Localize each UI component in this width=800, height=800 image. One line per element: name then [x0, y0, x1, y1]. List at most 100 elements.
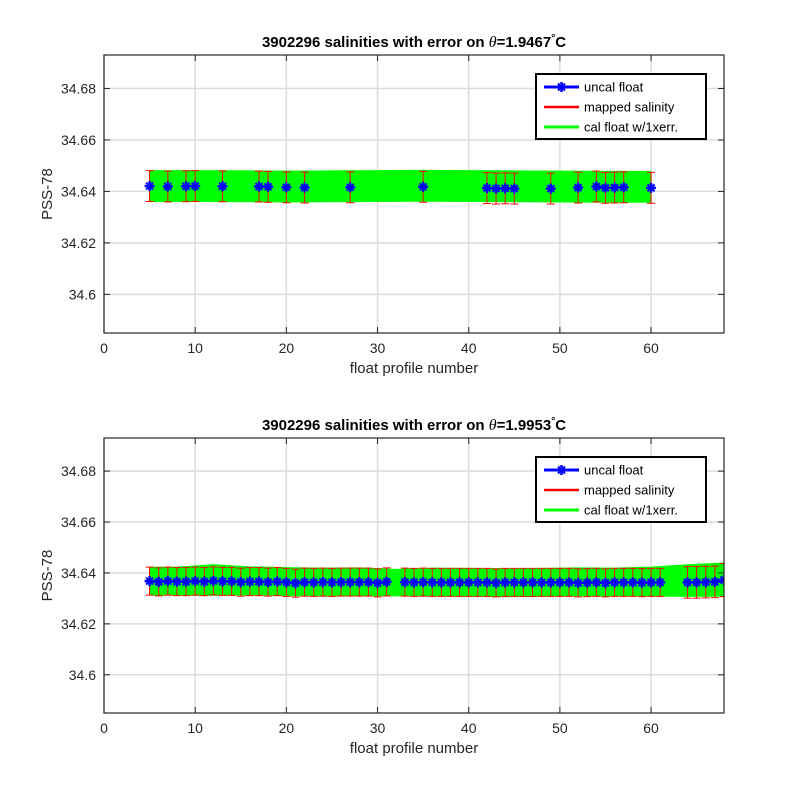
uncal-float-point: [636, 577, 647, 588]
uncal-float-point: [709, 576, 720, 587]
axes-box: [103, 437, 725, 714]
y-tick-label: 34.68: [61, 463, 96, 479]
legend-label: cal float w/1xerr.: [584, 120, 678, 135]
uncal-float-point: [235, 577, 246, 588]
uncal-float-point: [719, 575, 724, 586]
uncal-float-point: [354, 577, 365, 588]
uncal-float-point: [263, 181, 274, 192]
y-tick-label: 34.6: [69, 667, 96, 683]
uncal-float-point: [591, 577, 602, 588]
uncal-float-point: [463, 577, 474, 588]
legend-item: uncal float: [544, 463, 644, 478]
uncal-float-point: [208, 575, 219, 586]
uncal-float-point: [190, 576, 201, 587]
uncal-float-point: [144, 576, 155, 587]
legend: uncal float mapped salinity cal float w/1x…: [535, 456, 707, 523]
legend-item: mapped salinity: [544, 483, 675, 498]
uncal-float-point: [308, 577, 319, 588]
uncal-float-point: [345, 182, 356, 193]
uncal-float-point: [427, 577, 438, 588]
uncal-float-point: [509, 577, 520, 588]
x-tick-label: 30: [370, 720, 386, 736]
error-bar: [720, 563, 724, 598]
legend-label: mapped salinity: [584, 483, 675, 498]
y-tick-label: 34.6: [69, 286, 96, 302]
uncal-float-point: [372, 577, 383, 588]
x-axis-label: float profile number: [350, 740, 478, 757]
uncal-float-point: [162, 181, 173, 192]
chart-title: 3902296 salinities with error on θ=1.995…: [262, 416, 566, 434]
uncal-float-point: [545, 577, 556, 588]
uncal-float-point: [162, 576, 173, 587]
y-tick-label: 34.62: [61, 616, 96, 632]
uncal-float-point: [445, 577, 456, 588]
uncal-float-point: [244, 576, 255, 587]
uncal-float-point: [545, 183, 556, 194]
x-tick-label: 0: [100, 340, 108, 356]
y-tick-label: 34.68: [61, 80, 96, 96]
uncal-float-point: [217, 181, 228, 192]
uncal-float-point: [582, 577, 593, 588]
uncal-float-point: [381, 576, 392, 587]
uncal-float-point: [263, 577, 274, 588]
uncal-float-point: [399, 577, 410, 588]
uncal-float-point: [573, 182, 584, 193]
legend-item: cal float w/1xerr.: [544, 503, 678, 518]
x-tick-label: 40: [461, 720, 477, 736]
uncal-float-point: [317, 577, 328, 588]
legend-item: mapped salinity: [544, 100, 675, 115]
x-tick-label: 40: [461, 340, 477, 356]
uncal-float-point: [691, 577, 702, 588]
uncal-float-point: [181, 181, 192, 192]
x-tick-label: 0: [100, 720, 108, 736]
uncal-float-point: [226, 576, 237, 587]
uncal-float-point: [290, 578, 301, 589]
legend-label: cal float w/1xerr.: [584, 503, 678, 518]
uncal-float-point: [481, 577, 492, 588]
uncal-float-point: [509, 183, 520, 194]
uncal-float-point: [199, 576, 210, 587]
uncal-float-point: [144, 181, 155, 192]
uncal-float-point: [299, 182, 310, 193]
uncal-float-point: [254, 576, 264, 587]
uncal-float-point: [554, 577, 565, 588]
uncal-float-point: [500, 183, 511, 194]
uncal-float-point: [491, 577, 502, 588]
uncal-float-point: [181, 576, 192, 587]
legend-label: uncal float: [584, 463, 644, 478]
x-tick-label: 20: [279, 720, 295, 736]
uncal-float-point: [326, 577, 337, 588]
legend-item: uncal float: [544, 80, 644, 95]
x-tick-label: 50: [552, 340, 568, 356]
uncal-float-point: [609, 577, 620, 588]
uncal-float-point: [682, 577, 693, 588]
uncal-float-point: [655, 577, 666, 588]
uncal-float-point: [272, 576, 283, 587]
uncal-float-point: [573, 577, 584, 588]
y-tick-label: 34.66: [61, 132, 96, 148]
y-tick-label: 34.64: [61, 183, 96, 199]
x-tick-label: 10: [187, 720, 203, 736]
x-tick-label: 10: [187, 340, 203, 356]
uncal-float-point: [600, 182, 611, 193]
uncal-float-point: [536, 577, 547, 588]
x-tick-label: 30: [370, 340, 386, 356]
uncal-float-point: [454, 577, 465, 588]
uncal-float-point: [254, 181, 264, 192]
legend-label: uncal float: [584, 80, 644, 95]
y-axis-label: PSS-78: [39, 550, 56, 602]
uncal-float-point: [217, 576, 228, 587]
uncal-float-point: [618, 182, 629, 193]
uncal-float-point: [336, 577, 347, 588]
uncal-float-point: [281, 577, 292, 588]
uncal-float-point: [600, 577, 611, 588]
uncal-float-point: [436, 577, 447, 588]
uncal-float-point: [527, 577, 538, 588]
uncal-float-point: [481, 183, 492, 194]
uncal-float-point: [518, 577, 529, 588]
uncal-float-point: [171, 576, 182, 587]
x-tick-label: 60: [643, 340, 659, 356]
legend: uncal float mapped salinity cal float w/1x…: [535, 73, 707, 140]
y-tick-label: 34.66: [61, 514, 96, 530]
x-tick-label: 20: [279, 340, 295, 356]
